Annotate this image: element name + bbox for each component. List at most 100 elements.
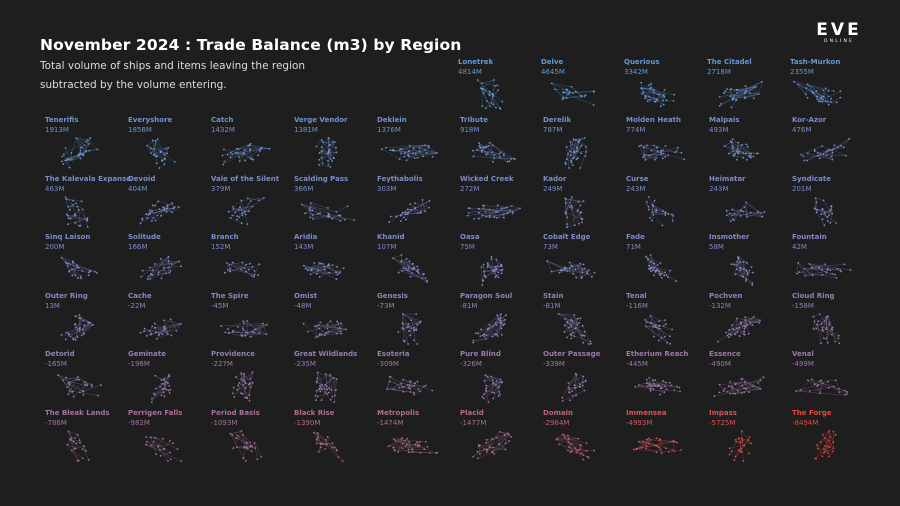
system-node bbox=[734, 273, 737, 276]
network-edge bbox=[645, 325, 660, 327]
system-node bbox=[802, 155, 805, 158]
system-node bbox=[170, 334, 173, 337]
network-edge bbox=[798, 84, 806, 95]
system-node bbox=[151, 269, 154, 272]
network-edge bbox=[151, 207, 165, 221]
system-node bbox=[399, 219, 402, 222]
network-edge bbox=[323, 266, 337, 273]
system-node bbox=[743, 330, 746, 333]
system-node bbox=[831, 326, 834, 329]
system-node bbox=[81, 448, 84, 451]
network-edge bbox=[573, 137, 585, 140]
system-node bbox=[316, 324, 318, 327]
region-name: Curse bbox=[626, 174, 649, 183]
system-node bbox=[160, 159, 163, 161]
system-node bbox=[410, 319, 413, 321]
system-node bbox=[487, 145, 490, 147]
system-node bbox=[821, 98, 824, 101]
system-node bbox=[650, 260, 652, 263]
system-node bbox=[656, 326, 659, 329]
system-node bbox=[740, 275, 743, 277]
system-node bbox=[510, 204, 513, 207]
network-edge bbox=[496, 381, 503, 383]
system-node bbox=[484, 210, 487, 213]
region-name: Impass bbox=[709, 409, 737, 417]
network-edge bbox=[741, 431, 744, 462]
network-edge bbox=[572, 266, 583, 271]
network-edge bbox=[824, 315, 829, 321]
system-node bbox=[154, 219, 157, 221]
system-node bbox=[318, 276, 321, 278]
network-edge bbox=[498, 443, 506, 450]
system-node bbox=[650, 266, 653, 269]
network-edge bbox=[328, 379, 337, 394]
system-node bbox=[662, 380, 665, 383]
system-node bbox=[734, 439, 737, 441]
system-node bbox=[487, 152, 489, 155]
system-node bbox=[561, 397, 564, 400]
system-node bbox=[400, 213, 402, 216]
network-edge bbox=[417, 200, 430, 213]
system-node bbox=[502, 323, 504, 326]
system-node bbox=[169, 389, 172, 391]
network-edge bbox=[401, 144, 426, 150]
network-edge bbox=[733, 261, 744, 265]
network-edge bbox=[315, 386, 321, 397]
network-edge bbox=[386, 377, 391, 390]
network-edge bbox=[324, 323, 339, 336]
system-node bbox=[323, 268, 326, 271]
system-node bbox=[649, 88, 651, 90]
system-node bbox=[327, 160, 329, 162]
network-edge bbox=[815, 442, 834, 459]
system-node bbox=[737, 258, 740, 260]
system-node bbox=[327, 137, 330, 139]
system-node bbox=[798, 271, 801, 274]
network-edge bbox=[159, 208, 167, 212]
system-node bbox=[568, 326, 570, 329]
system-node bbox=[232, 205, 234, 208]
system-node bbox=[254, 447, 257, 449]
system-node bbox=[485, 451, 488, 453]
network-edge bbox=[744, 93, 759, 99]
system-node bbox=[566, 225, 568, 228]
system-node bbox=[323, 388, 326, 391]
system-node bbox=[842, 146, 845, 149]
system-node bbox=[578, 386, 581, 389]
system-node bbox=[579, 316, 582, 319]
network-edge bbox=[160, 150, 168, 154]
network-edge bbox=[829, 430, 831, 438]
system-node bbox=[739, 441, 742, 444]
system-node bbox=[61, 155, 64, 158]
network-edge bbox=[69, 377, 79, 386]
region-network-plot bbox=[640, 81, 676, 107]
system-node bbox=[832, 447, 835, 450]
network-edge bbox=[407, 385, 425, 388]
system-node bbox=[229, 151, 232, 154]
system-node bbox=[503, 154, 505, 157]
system-node bbox=[565, 146, 568, 148]
network-edge bbox=[242, 374, 245, 381]
system-node bbox=[422, 155, 425, 158]
system-node bbox=[738, 326, 740, 329]
system-node bbox=[732, 150, 734, 153]
network-edge bbox=[816, 316, 827, 329]
system-node bbox=[482, 263, 485, 266]
network-edge bbox=[489, 142, 501, 153]
system-node bbox=[759, 388, 762, 391]
network-edge bbox=[414, 202, 430, 208]
network-edge bbox=[328, 331, 342, 334]
network-edge bbox=[817, 323, 839, 336]
system-node bbox=[582, 458, 585, 461]
system-node bbox=[846, 391, 848, 394]
network-edge bbox=[65, 326, 77, 340]
system-node bbox=[495, 274, 498, 277]
network-edge bbox=[315, 391, 317, 401]
system-node bbox=[151, 219, 153, 222]
network-edge bbox=[153, 140, 156, 156]
region-value: -1390M bbox=[294, 419, 321, 427]
region-value: 303M bbox=[377, 184, 397, 193]
system-node bbox=[576, 210, 579, 212]
system-node bbox=[246, 196, 249, 199]
system-node bbox=[252, 158, 255, 161]
region-name: Branch bbox=[211, 233, 239, 242]
